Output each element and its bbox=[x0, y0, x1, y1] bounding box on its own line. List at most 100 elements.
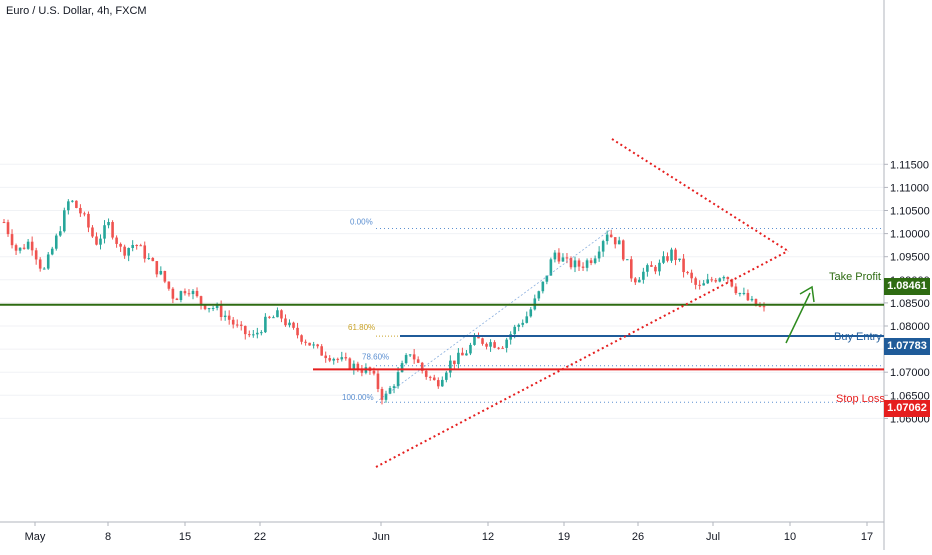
candle-body bbox=[328, 358, 332, 361]
candle-body bbox=[151, 258, 155, 262]
candle-body bbox=[553, 252, 557, 260]
candle-body bbox=[187, 293, 191, 295]
candle-body bbox=[14, 245, 18, 251]
candle-body bbox=[461, 352, 464, 356]
candles-group bbox=[2, 199, 766, 405]
candle-body bbox=[288, 322, 291, 326]
candle-body bbox=[457, 352, 460, 365]
candle-body bbox=[605, 234, 609, 242]
candle-body bbox=[276, 310, 279, 318]
x-tick-label: 10 bbox=[784, 531, 796, 543]
candle-body bbox=[99, 238, 102, 245]
candle-body bbox=[46, 254, 50, 269]
candle-body bbox=[642, 271, 645, 280]
candle-body bbox=[26, 241, 30, 249]
candle-body bbox=[95, 236, 98, 245]
candle-body bbox=[734, 286, 738, 294]
candle-body bbox=[87, 213, 90, 228]
fib-label-0: 0.00% bbox=[350, 218, 373, 227]
candle-body bbox=[625, 259, 629, 261]
candle-body bbox=[247, 334, 251, 336]
candle-body bbox=[91, 227, 94, 237]
chart-title: Euro / U.S. Dollar, 4h, FXCM bbox=[6, 5, 147, 17]
candle-body bbox=[111, 222, 114, 238]
x-tick-label: 19 bbox=[558, 531, 570, 543]
candle-body bbox=[477, 336, 480, 339]
candle-body bbox=[239, 324, 243, 326]
candle-body bbox=[143, 245, 147, 259]
candle-body bbox=[360, 370, 364, 373]
candle-body bbox=[400, 363, 404, 373]
candle-body bbox=[670, 249, 673, 261]
y-tick-label: 1.07000 bbox=[890, 367, 930, 379]
candle-body bbox=[304, 341, 307, 343]
buy-entry-label: Buy Entry bbox=[834, 331, 882, 343]
candle-body bbox=[473, 336, 476, 345]
candle-body bbox=[123, 246, 126, 256]
candle-body bbox=[22, 247, 26, 249]
candle-body bbox=[706, 279, 710, 284]
candle-body bbox=[545, 275, 549, 282]
candle-body bbox=[432, 377, 436, 381]
candle-body bbox=[300, 335, 303, 342]
candle-body bbox=[159, 270, 163, 275]
x-tick-label: 26 bbox=[632, 531, 644, 543]
candle-body bbox=[219, 305, 223, 318]
candle-body bbox=[666, 256, 669, 261]
x-tick-label: 17 bbox=[861, 531, 873, 543]
candle-body bbox=[722, 277, 726, 279]
candle-body bbox=[718, 278, 722, 282]
candle-body bbox=[613, 237, 617, 245]
candle-body bbox=[408, 354, 412, 356]
candle-body bbox=[280, 310, 283, 319]
x-tick-label: 15 bbox=[179, 531, 191, 543]
candle-body bbox=[497, 347, 500, 349]
candle-body bbox=[356, 363, 360, 371]
candle-body bbox=[167, 281, 171, 289]
x-tick-label: 22 bbox=[254, 531, 266, 543]
candle-body bbox=[312, 344, 315, 346]
candle-body bbox=[424, 370, 428, 377]
candle-body bbox=[38, 259, 42, 269]
candle-body bbox=[694, 278, 697, 285]
candle-body bbox=[54, 235, 58, 249]
candle-body bbox=[682, 258, 685, 273]
candle-body bbox=[493, 342, 496, 348]
candle-body bbox=[726, 277, 730, 280]
candle-body bbox=[372, 370, 376, 374]
candle-body bbox=[344, 357, 348, 359]
candle-body bbox=[384, 393, 388, 400]
y-tick-label: 1.11500 bbox=[890, 159, 929, 171]
candle-body bbox=[292, 322, 295, 328]
candle-body bbox=[742, 292, 746, 294]
candle-body bbox=[67, 201, 70, 211]
candle-body bbox=[758, 305, 762, 307]
candle-body bbox=[529, 309, 533, 317]
candle-body bbox=[179, 291, 183, 301]
candle-body bbox=[762, 306, 766, 308]
candle-body bbox=[654, 266, 657, 272]
candle-body bbox=[441, 379, 444, 387]
candle-body bbox=[658, 262, 661, 272]
candle-body bbox=[485, 343, 488, 347]
candle-body bbox=[2, 222, 6, 224]
candle-body bbox=[155, 261, 159, 275]
candle-body bbox=[593, 258, 597, 264]
candle-body bbox=[348, 358, 352, 370]
candle-body bbox=[183, 291, 187, 294]
fib-label-786: 78.60% bbox=[362, 353, 389, 362]
candle-body bbox=[227, 315, 231, 320]
candle-body bbox=[392, 386, 396, 389]
candle-body bbox=[581, 266, 585, 268]
candle-body bbox=[678, 258, 681, 261]
candle-body bbox=[18, 247, 22, 251]
candle-body bbox=[223, 315, 227, 318]
candle-body bbox=[58, 231, 62, 236]
candle-body bbox=[617, 240, 621, 245]
candle-body bbox=[416, 359, 420, 363]
candle-body bbox=[231, 319, 235, 325]
candle-body bbox=[505, 339, 508, 348]
candle-body bbox=[573, 260, 577, 268]
x-tick-label: Jul bbox=[706, 531, 720, 543]
